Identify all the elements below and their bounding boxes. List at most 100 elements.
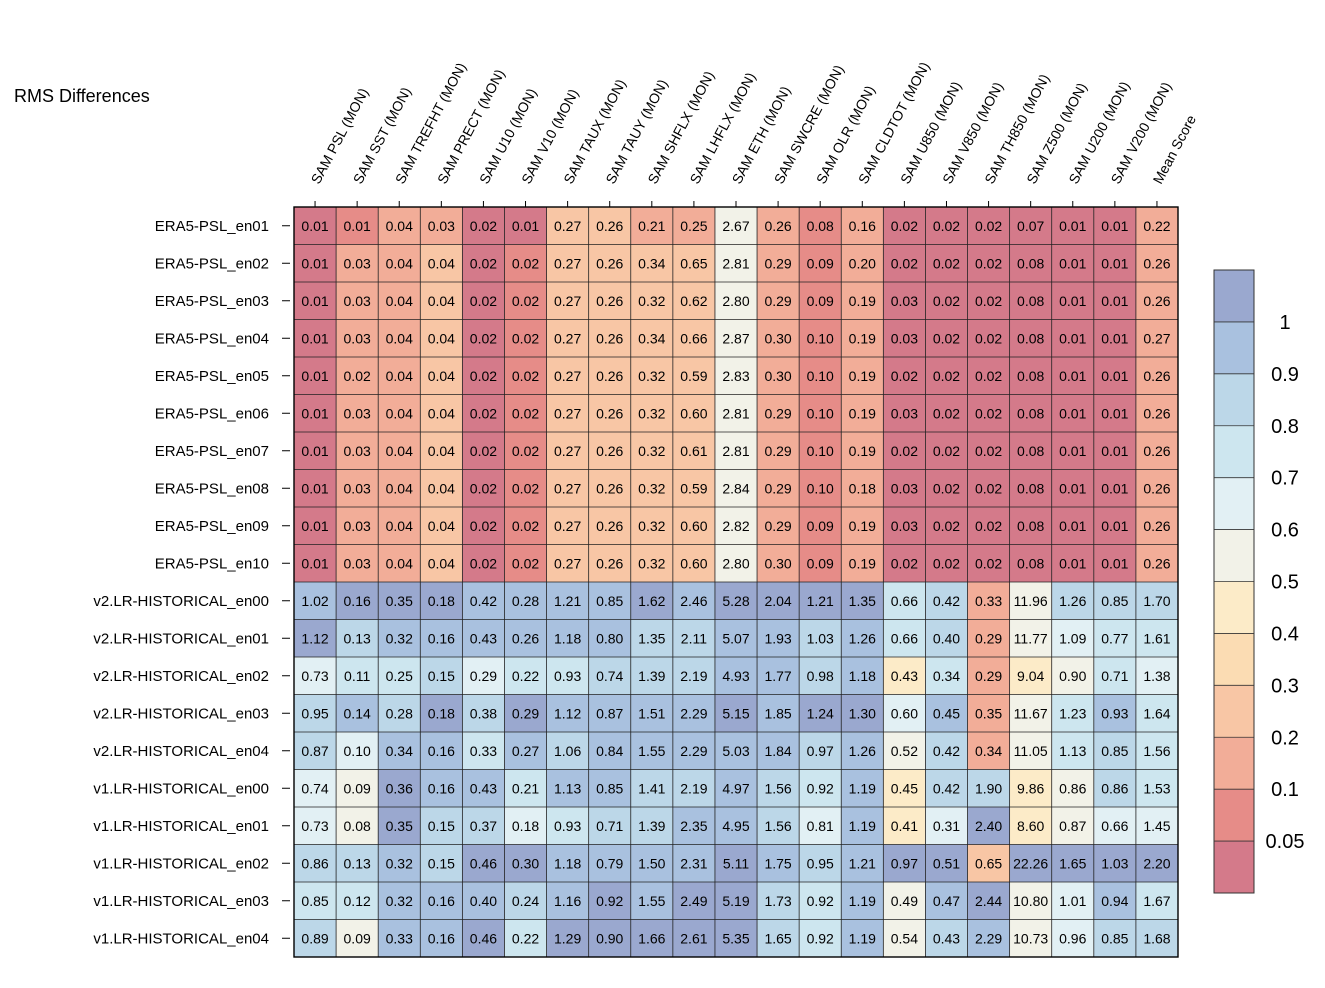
cell-value-label: 0.93 bbox=[554, 818, 581, 834]
cell-value-label: 1.68 bbox=[1143, 930, 1170, 946]
row-label: ERA5-PSL_en05 bbox=[155, 368, 269, 385]
cell-value-label: 1.61 bbox=[1143, 630, 1170, 646]
cell-value-label: 0.09 bbox=[807, 255, 834, 271]
heatmap-cell bbox=[294, 244, 337, 282]
cell-value-label: 1.64 bbox=[1143, 705, 1170, 721]
cell-value-label: 0.03 bbox=[428, 218, 455, 234]
cell-value-label: 0.19 bbox=[849, 330, 876, 346]
cell-value-label: 0.27 bbox=[554, 555, 581, 571]
heatmap-cell bbox=[672, 319, 715, 357]
cell-value-label: 0.32 bbox=[638, 443, 665, 459]
heatmap-cell bbox=[757, 807, 800, 845]
heatmap-cell bbox=[714, 244, 758, 282]
heatmap-cell bbox=[588, 207, 631, 245]
cell-value-label: 0.09 bbox=[807, 518, 834, 534]
cell-value-label: 0.66 bbox=[680, 330, 707, 346]
cell-value-label: 0.09 bbox=[344, 930, 371, 946]
cell-value-label: 0.13 bbox=[344, 630, 371, 646]
cell-value-label: 0.29 bbox=[975, 668, 1002, 684]
cell-value-label: 0.42 bbox=[933, 780, 960, 796]
cell-value-label: 1.26 bbox=[1059, 593, 1086, 609]
cell-value-label: 0.42 bbox=[933, 593, 960, 609]
cell-value-label: 0.19 bbox=[849, 555, 876, 571]
heatmap-cell bbox=[1051, 619, 1094, 657]
cell-value-label: 0.02 bbox=[891, 443, 918, 459]
heatmap-cell bbox=[630, 882, 673, 920]
heatmap-cell bbox=[588, 582, 631, 620]
heatmap-cell bbox=[799, 432, 842, 470]
heatmap-cell bbox=[630, 807, 673, 845]
colorbar-label: 0.05 bbox=[1266, 831, 1305, 853]
heatmap-cell bbox=[462, 207, 505, 245]
cell-value-label: 0.27 bbox=[554, 480, 581, 496]
cell-value-label: 0.02 bbox=[891, 218, 918, 234]
heatmap-cell bbox=[378, 469, 421, 507]
cell-value-label: 0.16 bbox=[428, 780, 455, 796]
cell-value-label: 0.26 bbox=[596, 368, 623, 384]
heatmap-cell bbox=[841, 919, 884, 957]
heatmap-cell bbox=[799, 769, 842, 807]
heatmap-cell bbox=[925, 582, 968, 620]
heatmap-cell bbox=[336, 882, 379, 920]
cell-value-label: 0.02 bbox=[891, 555, 918, 571]
heatmap-cell bbox=[630, 844, 673, 882]
cell-value-label: 0.04 bbox=[386, 293, 413, 309]
heatmap-cell bbox=[630, 694, 673, 732]
heatmap-cell bbox=[378, 544, 421, 582]
heatmap-cell bbox=[883, 507, 926, 545]
colorbar-swatch bbox=[1214, 581, 1254, 634]
cell-value-label: 0.01 bbox=[301, 218, 328, 234]
heatmap-cell bbox=[841, 319, 884, 357]
heatmap-cell bbox=[588, 807, 631, 845]
heatmap-cell bbox=[294, 357, 337, 395]
heatmap-cell bbox=[546, 394, 589, 432]
heatmap-cell bbox=[967, 319, 1010, 357]
cell-value-label: 0.59 bbox=[680, 368, 707, 384]
heatmap-cell bbox=[925, 732, 968, 770]
cell-value-label: 1.70 bbox=[1143, 593, 1170, 609]
colorbar-border bbox=[1213, 269, 1255, 894]
cell-value-label: 0.04 bbox=[428, 255, 455, 271]
cell-value-label: 0.19 bbox=[849, 518, 876, 534]
cell-value-label: 0.73 bbox=[301, 668, 328, 684]
cell-value-label: 0.03 bbox=[891, 405, 918, 421]
heatmap-cell bbox=[420, 694, 463, 732]
cell-value-label: 0.24 bbox=[512, 893, 539, 909]
cell-value-label: 0.04 bbox=[386, 218, 413, 234]
row-label: ERA5-PSL_en01 bbox=[155, 218, 269, 235]
cell-value-label: 0.02 bbox=[933, 330, 960, 346]
heatmap-cell bbox=[799, 807, 842, 845]
cell-value-label: 0.85 bbox=[1101, 930, 1128, 946]
cell-value-label: 0.02 bbox=[512, 330, 539, 346]
heatmap-cell bbox=[925, 694, 968, 732]
cell-value-label: 1.16 bbox=[554, 893, 581, 909]
cell-value-label: 0.26 bbox=[596, 218, 623, 234]
cell-value-label: 5.03 bbox=[722, 743, 749, 759]
heatmap-cell bbox=[714, 394, 758, 432]
cell-value-label: 1.75 bbox=[764, 855, 791, 871]
cell-value-label: 0.26 bbox=[596, 480, 623, 496]
heatmap-cell bbox=[841, 507, 884, 545]
heatmap-cell bbox=[462, 732, 505, 770]
cell-value-label: 0.60 bbox=[891, 705, 918, 721]
cell-value-label: 0.03 bbox=[344, 518, 371, 534]
heatmap-cell bbox=[967, 357, 1010, 395]
cell-value-label: 0.74 bbox=[301, 780, 328, 796]
heatmap-cell bbox=[378, 657, 421, 695]
cell-value-label: 4.93 bbox=[722, 668, 749, 684]
heatmap-cell bbox=[294, 282, 337, 320]
heatmap-cell bbox=[672, 394, 715, 432]
cell-value-label: 1.21 bbox=[554, 593, 581, 609]
heatmap-cell bbox=[504, 769, 547, 807]
cell-value-label: 0.02 bbox=[470, 368, 497, 384]
cell-value-label: 0.02 bbox=[470, 405, 497, 421]
heatmap-cell bbox=[1051, 807, 1094, 845]
cell-value-label: 0.74 bbox=[596, 668, 623, 684]
heatmap-cell bbox=[336, 544, 379, 582]
heatmap-cell bbox=[504, 432, 547, 470]
cell-value-label: 0.66 bbox=[1101, 818, 1128, 834]
heatmap-cell bbox=[967, 544, 1010, 582]
heatmap-cell bbox=[1135, 469, 1178, 507]
cell-value-label: 0.86 bbox=[301, 855, 328, 871]
heatmap-cell bbox=[1051, 282, 1094, 320]
